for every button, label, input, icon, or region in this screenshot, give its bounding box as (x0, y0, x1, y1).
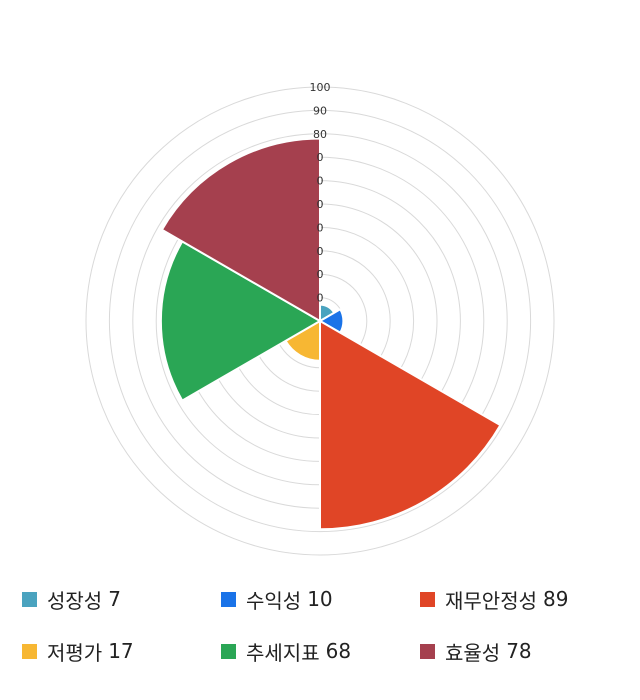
legend-value: 68 (325, 639, 352, 663)
radial-tick-labels: 100 90 80 0 0 0 0 0 0 0 (310, 81, 331, 305)
grid-ring (85, 86, 555, 556)
tick-label: 90 (313, 104, 327, 117)
legend-swatch (420, 643, 435, 659)
legend-item[interactable]: 수익성 10 (221, 584, 333, 614)
legend-label: 저평가 (47, 640, 103, 665)
legend-swatch (221, 643, 236, 659)
tick-label: 0 (317, 221, 324, 234)
tick-label: 0 (317, 175, 324, 188)
legend-value: 89 (543, 587, 569, 611)
tick-label: 0 (317, 151, 324, 164)
legend-label: 성장성 (47, 588, 103, 613)
legend-item[interactable]: 추세지표 68 (221, 636, 351, 666)
legend-label: 재무안정성 (445, 588, 537, 613)
tick-label: 0 (317, 245, 324, 258)
legend-item[interactable]: 저평가 17 (22, 636, 134, 666)
legend-swatch (22, 591, 37, 607)
sector-3[interactable] (319, 320, 502, 531)
legend-label: 효율성 (445, 640, 501, 665)
legend-value: 78 (506, 639, 532, 663)
sector-5[interactable] (159, 240, 321, 402)
tick-label: 0 (317, 292, 324, 305)
sector-6[interactable] (160, 137, 321, 322)
tick-label: 0 (317, 198, 324, 211)
legend-label: 수익성 (246, 588, 302, 613)
tick-label: 80 (313, 128, 327, 141)
legend-item[interactable]: 효율성 78 (420, 636, 532, 666)
legend-value: 10 (307, 587, 333, 611)
legend: 성장성 7 수익성 10 재무안정성 89 저평가 17 추세지표 68 효율성 78 (0, 578, 640, 688)
legend-label: 추세지표 (246, 640, 320, 665)
tick-label: 0 (317, 268, 324, 281)
legend-item[interactable]: 재무안정성 89 (420, 584, 568, 614)
legend-item[interactable]: 성장성 7 (22, 584, 121, 614)
legend-value: 7 (108, 587, 121, 611)
legend-swatch (221, 591, 236, 607)
legend-value: 17 (108, 639, 134, 663)
polar-area-chart: 100 90 80 0 0 0 0 0 0 0 (85, 81, 555, 556)
tick-label: 100 (310, 81, 331, 94)
sectors (159, 137, 502, 531)
legend-swatch (420, 591, 435, 607)
legend-swatch (22, 643, 37, 659)
grid-ring (108, 109, 532, 533)
